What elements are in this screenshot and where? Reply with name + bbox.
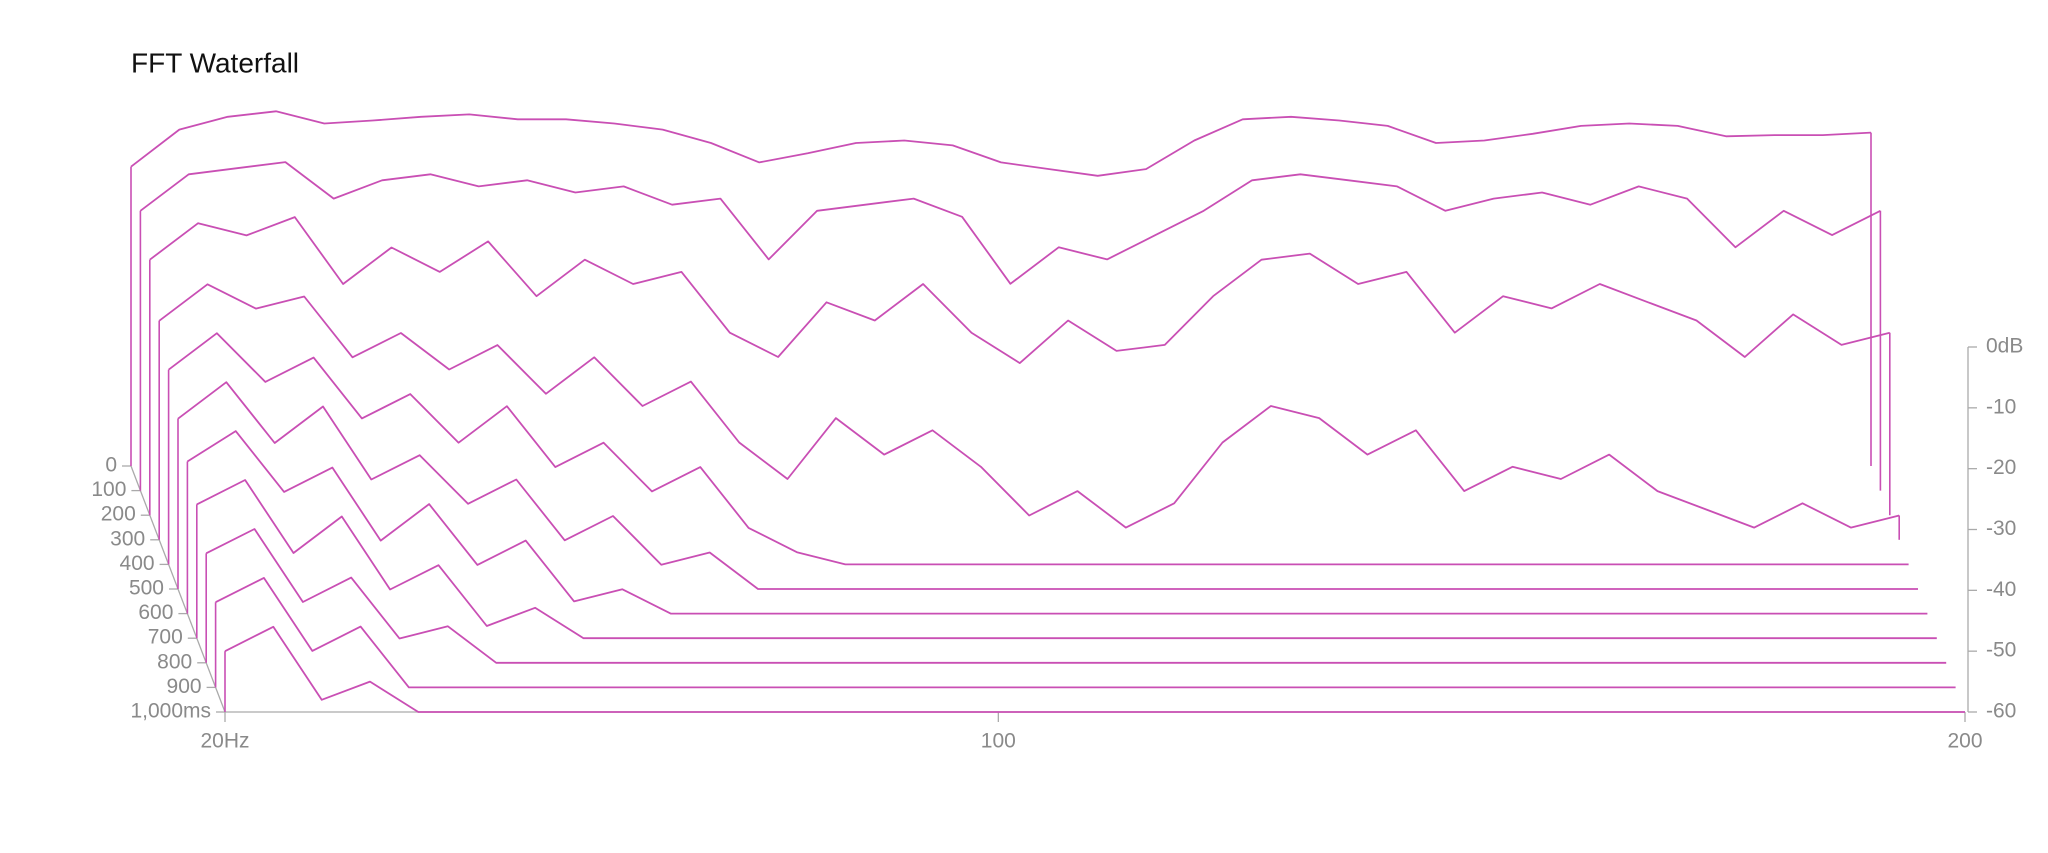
spectrum-slice [186,430,1928,615]
spectrum-slice [196,479,1937,640]
spectrum-slice [177,381,1918,590]
spectrum-slice [224,625,1965,713]
z-tick-label: 0 [105,454,117,477]
x-tick-label: 20Hz [200,730,249,753]
z-tick-label: 400 [120,552,155,575]
z-tick-label: 800 [157,650,192,673]
z-tick-label: 300 [110,527,145,550]
z-tick-label: 600 [138,601,173,624]
z-tick-label: 500 [129,577,164,600]
y-tick-label: -60 [1986,700,2016,723]
y-tick-label: -50 [1986,639,2016,662]
y-tick-label: -30 [1986,517,2016,540]
spectrum-slice [149,216,1891,365]
spectrum-slice [205,528,1947,664]
z-tick-label: 900 [167,675,202,698]
spectrum-slice [158,283,1900,529]
y-tick-label: -10 [1986,395,2016,418]
z-tick-label: 100 [91,478,126,501]
x-tick-label: 100 [981,730,1016,753]
spectrum-slice [215,577,1956,689]
y-tick-label: -20 [1986,456,2016,479]
y-tick-label: -40 [1986,578,2016,601]
y-tick-label: 0dB [1986,335,2023,358]
spectrum-slice [130,110,1872,177]
spectrum-slice [168,332,1909,566]
x-tick-label: 200 [1947,730,1982,753]
z-tick-label: 1,000ms [130,700,211,723]
chart-title: FFT Waterfall [131,47,299,78]
z-tick-label: 200 [101,503,136,526]
spectrum-slice [139,161,1881,285]
z-tick-label: 700 [148,626,183,649]
